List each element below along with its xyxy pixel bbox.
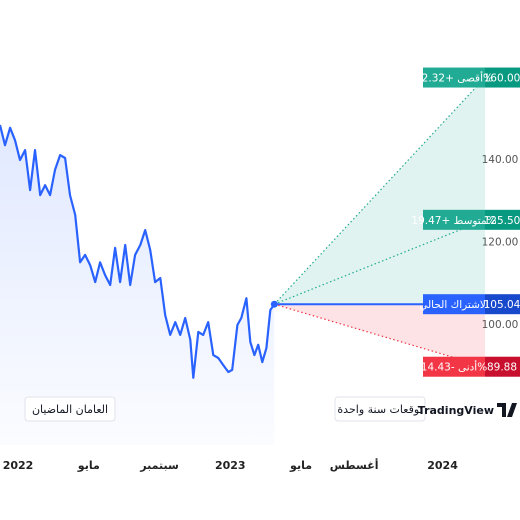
forecast-tag-price: 105.04 [484, 299, 520, 311]
forecast-tag-price-bg [485, 67, 520, 88]
forecast-tag-label: أقصى +52.32% [415, 71, 493, 85]
forecast-tag-label: أدنى -14.43% [421, 360, 487, 374]
forecast-tag-label-bg [423, 356, 485, 377]
forecast-tag-label: متوسط +19.47% [411, 215, 496, 227]
logo-mask [380, 397, 425, 421]
price-area [0, 125, 275, 445]
annotation-box [24, 396, 116, 422]
annotation: توقعات سنة واحدة [334, 396, 426, 422]
x-tick-label: مايو [289, 459, 312, 472]
current-point [270, 300, 278, 308]
annotation-text: توقعات سنة واحدة [337, 403, 422, 416]
logo-icon [497, 403, 517, 417]
forecast-line [274, 219, 486, 305]
x-tick-label: مايو [77, 459, 100, 472]
forecast-tag-price-bg [485, 356, 520, 377]
y-tick-label: 140.00 [482, 154, 519, 166]
y-tick-label: 100.00 [482, 319, 519, 331]
forecast-tag-price: 125.50 [484, 215, 520, 227]
forecast-tag-price-bg [485, 294, 520, 315]
forecast-tag-price: 160.00 [484, 73, 520, 85]
forecast-tag-price: 89.88 [487, 362, 517, 374]
x-tick-label: 2022 [3, 459, 34, 472]
annotation-box [334, 396, 426, 422]
logo-text: TradingView [418, 404, 494, 417]
forecast-tag-label-bg [423, 67, 485, 88]
x-tick-label: أغسطس [330, 458, 379, 472]
y-tick-label: 120.00 [482, 237, 519, 249]
price-line [0, 124, 276, 379]
x-tick-label: 2023 [215, 459, 246, 472]
x-tick-label: 2024 [427, 459, 458, 472]
annotation-text: العامان الماضيان [32, 403, 108, 416]
forecast-line [274, 303, 486, 368]
forecast-tag-label-bg [423, 294, 485, 315]
forecast-tag-price-bg [485, 209, 520, 230]
forecast-tag-label-bg [423, 209, 485, 230]
forecast-tag-label: الاشتراك الحالي [419, 299, 489, 311]
x-tick-label: سبتمبر [139, 459, 179, 472]
annotation: العامان الماضيان [24, 396, 116, 422]
